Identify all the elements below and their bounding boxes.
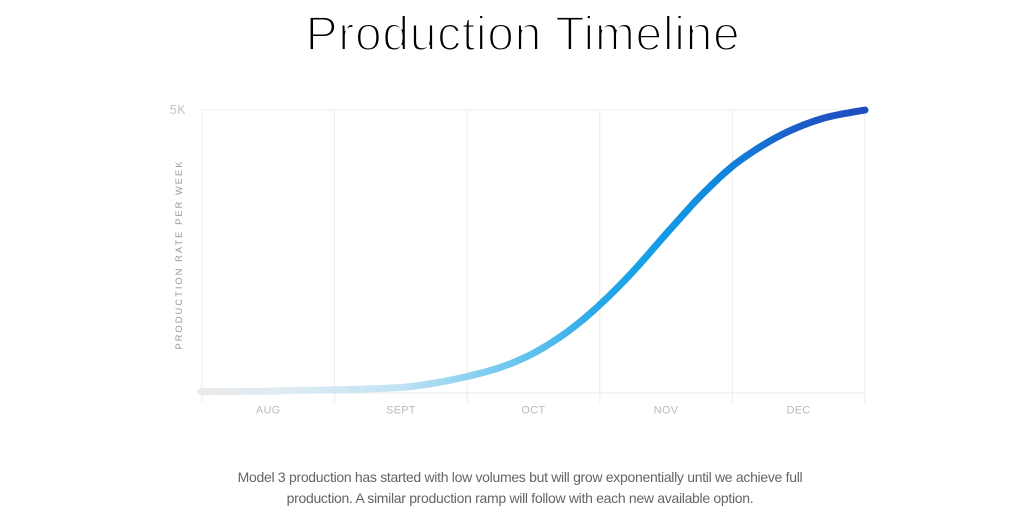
- svg-text:AUG: AUG: [256, 405, 281, 417]
- svg-text:NOV: NOV: [654, 405, 679, 417]
- svg-text:SEPT: SEPT: [386, 405, 416, 417]
- svg-text:5K: 5K: [170, 103, 186, 117]
- svg-text:DEC: DEC: [787, 405, 811, 417]
- svg-text:PRODUCTION RATE PER WEEK: PRODUCTION RATE PER WEEK: [174, 159, 184, 349]
- svg-text:OCT: OCT: [522, 405, 546, 417]
